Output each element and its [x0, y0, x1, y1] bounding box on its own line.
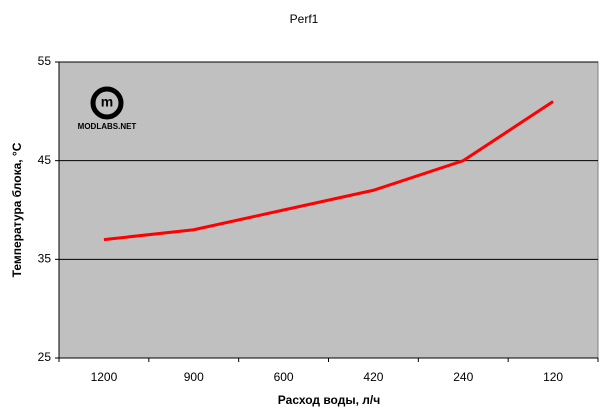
svg-text:m: m [101, 94, 113, 110]
plot-area [58, 61, 599, 359]
x-tick-label: 1200 [91, 370, 118, 384]
x-tick-label: 120 [543, 370, 563, 384]
watermark-logo: m MODLABS.NET [78, 86, 137, 131]
x-tick-label: 900 [184, 370, 204, 384]
x-axis-label: Расход воды, л/ч [278, 393, 380, 407]
x-tick-label: 240 [453, 370, 473, 384]
watermark: MODLABS.NET [78, 122, 137, 131]
y-tick-label: 35 [38, 252, 52, 266]
y-tick-label: 55 [38, 54, 52, 68]
chart-title: Perf1 [290, 12, 319, 26]
y-tick-label: 25 [38, 350, 52, 364]
y-tick-label: 45 [38, 153, 52, 167]
x-tick-label: 600 [274, 370, 294, 384]
data-line [103, 100, 554, 242]
y-axis-label: Температура блока, °C [10, 142, 24, 277]
x-tick-label: 420 [363, 370, 383, 384]
